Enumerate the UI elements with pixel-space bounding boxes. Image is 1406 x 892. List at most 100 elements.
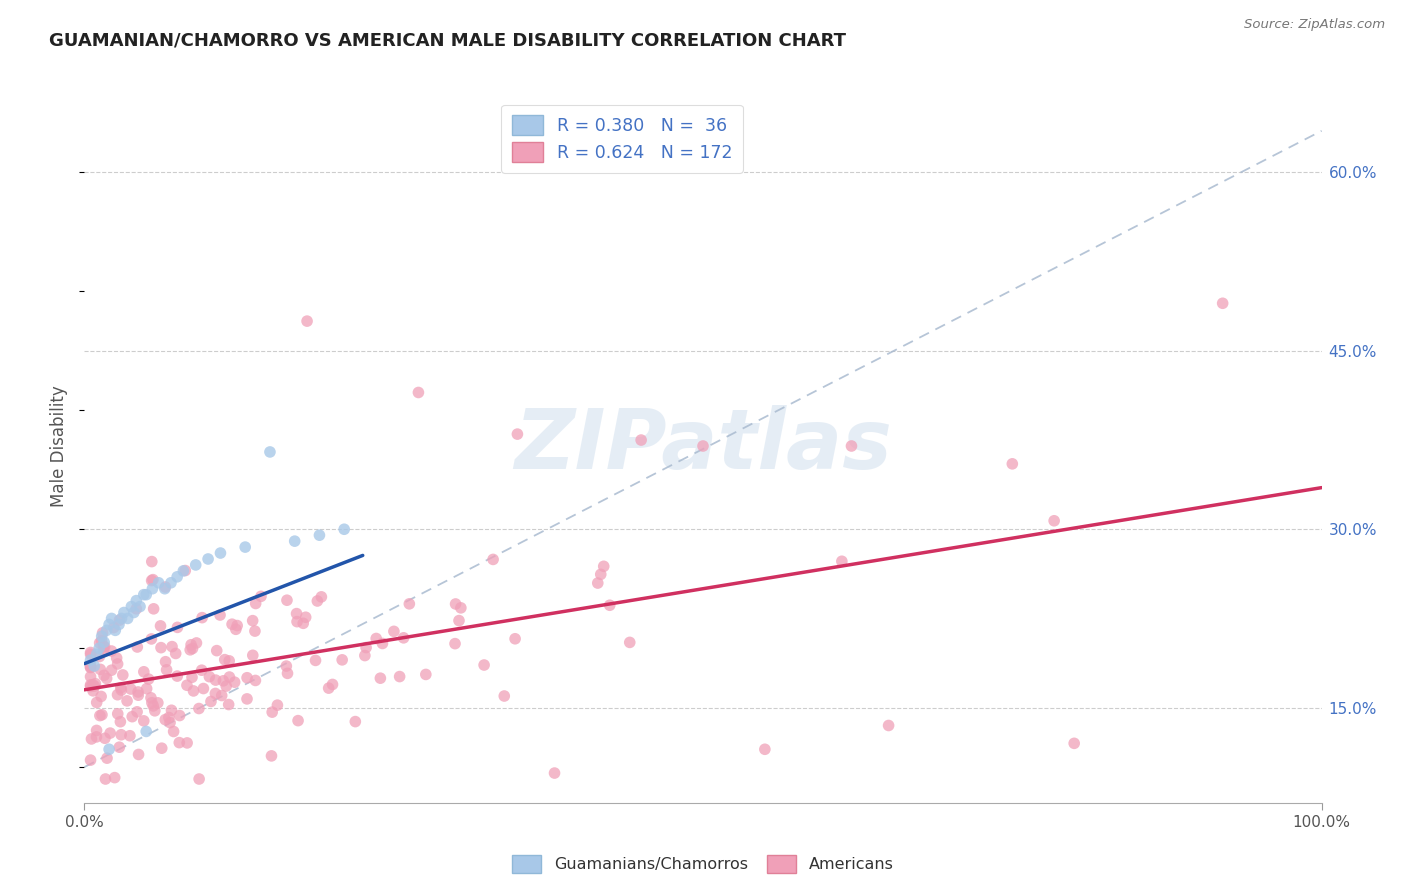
Point bbox=[142, 573, 165, 587]
Point bbox=[308, 528, 330, 542]
Point bbox=[209, 546, 232, 560]
Point bbox=[104, 624, 127, 638]
Point bbox=[877, 718, 900, 732]
Point bbox=[692, 439, 714, 453]
Point bbox=[93, 668, 115, 682]
Point bbox=[160, 575, 183, 590]
Point bbox=[120, 599, 142, 614]
Point bbox=[157, 710, 180, 724]
Point bbox=[155, 713, 177, 727]
Point bbox=[82, 678, 104, 692]
Point bbox=[197, 552, 219, 566]
Point bbox=[104, 771, 127, 785]
Point bbox=[344, 714, 367, 729]
Point bbox=[79, 753, 101, 767]
Point bbox=[215, 679, 238, 693]
Point bbox=[132, 665, 155, 679]
Point bbox=[141, 555, 163, 569]
Point bbox=[148, 575, 170, 590]
Point bbox=[190, 663, 212, 677]
Point bbox=[754, 742, 776, 756]
Point bbox=[79, 648, 101, 662]
Point bbox=[287, 714, 309, 728]
Point bbox=[166, 570, 188, 584]
Point bbox=[166, 669, 188, 683]
Text: Source: ZipAtlas.com: Source: ZipAtlas.com bbox=[1244, 18, 1385, 31]
Point bbox=[174, 564, 197, 578]
Point bbox=[214, 653, 236, 667]
Point bbox=[83, 679, 105, 693]
Point bbox=[165, 647, 187, 661]
Point bbox=[122, 606, 145, 620]
Point bbox=[139, 690, 162, 705]
Point bbox=[304, 653, 326, 667]
Point bbox=[107, 657, 129, 671]
Point bbox=[141, 632, 163, 646]
Point bbox=[204, 686, 226, 700]
Point bbox=[135, 681, 157, 696]
Point bbox=[90, 633, 112, 648]
Point bbox=[218, 670, 240, 684]
Point bbox=[198, 670, 221, 684]
Legend: Guamanians/Chamorros, Americans: Guamanians/Chamorros, Americans bbox=[506, 848, 900, 880]
Point bbox=[82, 683, 104, 698]
Point bbox=[103, 621, 125, 635]
Point bbox=[150, 741, 173, 756]
Point bbox=[592, 559, 614, 574]
Point bbox=[200, 694, 222, 708]
Point bbox=[285, 615, 308, 629]
Text: ZIPatlas: ZIPatlas bbox=[515, 406, 891, 486]
Point bbox=[371, 636, 394, 650]
Point bbox=[245, 597, 267, 611]
Point bbox=[444, 637, 467, 651]
Point bbox=[242, 614, 264, 628]
Point bbox=[392, 631, 415, 645]
Point bbox=[143, 704, 166, 718]
Point bbox=[236, 671, 259, 685]
Point bbox=[285, 607, 308, 621]
Y-axis label: Male Disability: Male Disability bbox=[51, 385, 69, 507]
Point bbox=[117, 611, 139, 625]
Point bbox=[125, 593, 148, 607]
Point bbox=[1063, 736, 1085, 750]
Point bbox=[388, 669, 411, 683]
Point bbox=[90, 690, 112, 704]
Point bbox=[128, 747, 150, 762]
Point bbox=[127, 640, 149, 654]
Point bbox=[91, 707, 114, 722]
Point bbox=[155, 655, 177, 669]
Point bbox=[447, 614, 470, 628]
Point bbox=[121, 709, 143, 723]
Point bbox=[84, 676, 107, 690]
Point bbox=[110, 683, 132, 698]
Point bbox=[90, 629, 112, 643]
Point bbox=[188, 772, 211, 786]
Point bbox=[318, 681, 340, 695]
Point bbox=[96, 624, 118, 638]
Point bbox=[226, 618, 249, 632]
Point bbox=[94, 772, 117, 786]
Point bbox=[181, 641, 204, 656]
Point bbox=[120, 681, 142, 696]
Point bbox=[1043, 514, 1066, 528]
Point bbox=[86, 647, 108, 661]
Point bbox=[91, 625, 114, 640]
Point bbox=[132, 588, 155, 602]
Point bbox=[150, 640, 173, 655]
Point bbox=[135, 588, 157, 602]
Point bbox=[79, 653, 101, 667]
Point bbox=[83, 659, 105, 673]
Point bbox=[127, 705, 149, 719]
Point bbox=[191, 610, 214, 624]
Point bbox=[86, 723, 108, 738]
Point bbox=[132, 714, 155, 728]
Point bbox=[589, 567, 612, 582]
Point bbox=[93, 640, 115, 654]
Point bbox=[115, 694, 138, 708]
Point bbox=[141, 582, 163, 596]
Point bbox=[209, 607, 232, 622]
Point bbox=[111, 668, 134, 682]
Point bbox=[243, 624, 266, 638]
Point bbox=[155, 580, 177, 594]
Point bbox=[176, 736, 198, 750]
